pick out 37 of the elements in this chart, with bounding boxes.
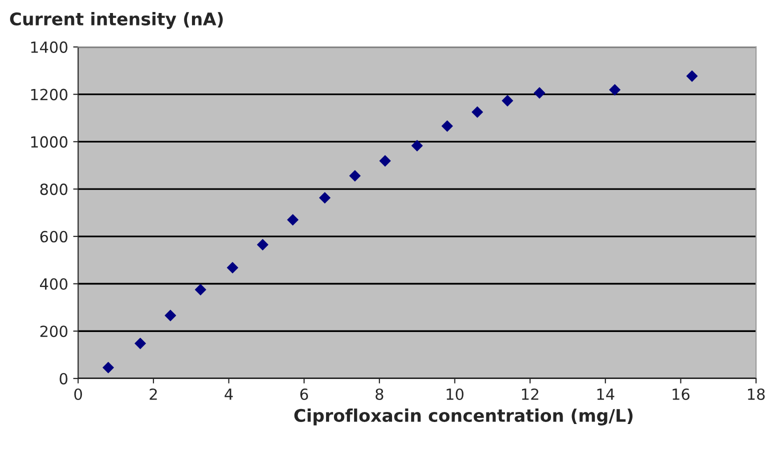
point [379,155,391,167]
point [164,310,176,322]
y-tick-label: 200 [40,326,68,338]
point [256,239,268,250]
point [102,362,114,374]
y-tick-label: 1400 [31,41,68,53]
x-tick-label: 12 [522,388,538,400]
y-tick-label: 600 [40,230,68,242]
y-tick-label: 400 [40,278,68,290]
x-tick-label: 8 [376,388,384,400]
x-tick-label: 4 [224,388,233,400]
point [411,140,423,152]
point [609,84,620,96]
x-tick-label: 18 [748,388,765,400]
y-tick-label: 0 [60,372,68,384]
point [534,87,546,99]
x-axis-title: Ciprofloxacin concentration (mg/L) [294,408,633,426]
point [686,70,698,82]
point [472,106,484,118]
y-tick-label: 1000 [31,136,68,148]
point [287,214,298,226]
x-tick-label: 6 [300,388,308,400]
x-tick-label: 0 [74,388,82,400]
y-tick-label: 800 [40,184,68,196]
point [194,284,206,296]
point [349,170,361,182]
x-tick-label: 10 [446,388,464,400]
x-tick-label: 2 [150,388,157,400]
point [226,262,238,274]
y-tick-label: 1200 [31,88,68,100]
point [134,338,146,350]
x-tick-label: 16 [672,388,690,400]
y-axis-title: Current intensity (nA) [10,12,223,29]
point [502,95,514,106]
point [319,192,330,204]
x-tick-label: 14 [597,388,614,400]
point [442,120,453,132]
